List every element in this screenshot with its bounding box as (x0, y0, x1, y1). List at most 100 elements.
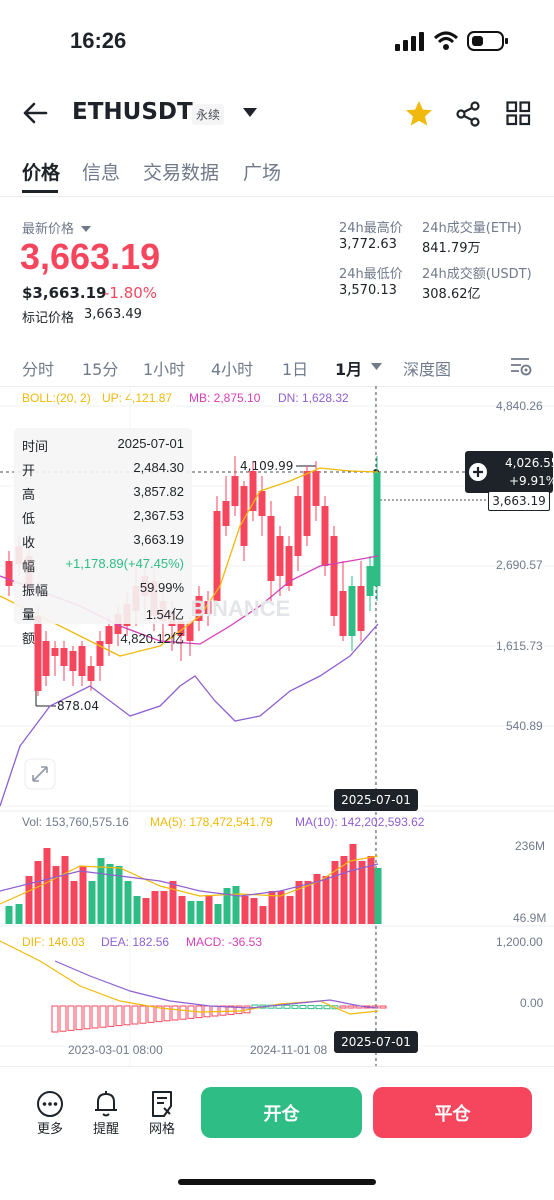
tf-15m[interactable]: 15分 (82, 360, 119, 379)
bottom-divider (0, 1066, 554, 1067)
candle-body (267, 516, 275, 581)
volume-bar (304, 881, 312, 924)
chart-settings-icon[interactable] (509, 355, 533, 377)
macd-bar (99, 1005, 107, 1028)
candle-body (222, 501, 230, 526)
nav-more-label: 更多 (36, 1122, 63, 1137)
macd-bar (235, 1005, 243, 1015)
last-price: 3,663.19 (20, 236, 161, 277)
macd-bar (299, 1004, 307, 1009)
vol-eth-label: 24h成交量(ETH) (422, 221, 522, 236)
tab-trading-data[interactable]: 交易数据 (143, 162, 220, 184)
macd-axis-zero: 0.00 (520, 996, 544, 1010)
header-bar: ETHUSDT 永续 (0, 92, 554, 136)
vol-ma5-line (0, 855, 379, 905)
bell-icon (95, 1091, 117, 1117)
candle-body (303, 471, 311, 536)
candle-body (42, 641, 50, 676)
candle-body (231, 476, 239, 506)
binance-watermark: BINANCE (190, 596, 290, 621)
tf-1m[interactable]: 1月 (335, 360, 363, 379)
volume-bar (169, 881, 177, 924)
mark-price-label: 标记价格 (22, 311, 75, 326)
volume-bar (124, 881, 132, 924)
macd-bar (347, 1005, 355, 1009)
back-arrow-icon[interactable] (22, 102, 48, 124)
vol-axis-bottom: 46.9M (513, 911, 547, 925)
macd-bar (115, 1005, 123, 1027)
crosshair-price-tag[interactable]: 4,026.55 +9.91% (465, 451, 554, 493)
symbol-dropdown-icon[interactable] (243, 108, 257, 118)
macd-bar (307, 1005, 315, 1010)
tf-more-dropdown-icon[interactable] (371, 363, 382, 371)
candle-body (249, 471, 257, 511)
candle-body (330, 536, 338, 616)
volume-bar (88, 881, 96, 924)
favorite-star-icon[interactable] (405, 100, 433, 127)
usd-price: $3,663.19 (22, 284, 107, 302)
symbol-title[interactable]: ETHUSDT (72, 99, 193, 125)
close-position-button[interactable]: 平仓 (373, 1087, 532, 1138)
candle-body (366, 566, 374, 596)
macd-dea: DEA: 182.56 (101, 935, 170, 949)
candle-body (177, 621, 185, 636)
add-order-icon[interactable] (468, 462, 488, 482)
macd-bar (283, 1004, 291, 1009)
macd-bar (315, 1005, 323, 1010)
macd-bar (339, 1005, 347, 1009)
tab-square[interactable]: 广场 (243, 162, 282, 184)
last-price-label-wrap[interactable]: 最新价格 (22, 218, 92, 237)
macd-bar (59, 1005, 67, 1032)
volume-bar (331, 861, 339, 924)
tf-1h[interactable]: 1小时 (143, 360, 186, 379)
macd-bar (171, 1005, 179, 1021)
vol-ma10-line (0, 863, 379, 897)
low-value: 3,570.13 (339, 283, 397, 298)
boll-dn: DN: 1,628.32 (278, 391, 349, 405)
candle-body (114, 614, 122, 634)
share-icon[interactable] (456, 101, 482, 127)
tf-1d[interactable]: 1日 (282, 360, 309, 379)
candle-body (348, 586, 356, 636)
macd-bar (227, 1005, 235, 1015)
wifi-icon (433, 31, 459, 50)
macd-axis-top: 1,200.00 (496, 935, 543, 949)
candle-body (5, 561, 13, 586)
volume-bar (205, 896, 213, 924)
volume-bar (25, 876, 33, 924)
x-axis-date-tag: 2025-07-01 (334, 1031, 418, 1053)
volume-bar (15, 904, 23, 924)
candle-body (240, 486, 248, 546)
tab-price[interactable]: 价格 (22, 162, 61, 184)
tab-info[interactable]: 信息 (82, 162, 121, 184)
high-label: 24h最高价 (339, 221, 403, 236)
layout-grid-icon[interactable] (506, 101, 531, 126)
high-value: 3,772.63 (339, 237, 397, 252)
low-label: 24h最低价 (339, 267, 403, 282)
mark-price: 3,663.49 (84, 307, 142, 322)
high-mark-label: 4,109.99 (240, 459, 294, 473)
crosshair-price: 4,026.55 (505, 456, 554, 470)
tf-depth[interactable]: 深度图 (403, 360, 452, 379)
macd-bar (147, 1005, 155, 1023)
candle-body (96, 641, 104, 666)
candle-body (186, 621, 194, 641)
home-indicator (178, 1179, 376, 1185)
volume-bar (70, 881, 78, 924)
boll-mb: MB: 2,875.10 (189, 391, 261, 405)
nav-alert-label: 提醒 (92, 1122, 119, 1137)
tf-line[interactable]: 分时 (22, 360, 55, 379)
tf-4h[interactable]: 4小时 (211, 360, 254, 379)
candle-body (258, 491, 266, 516)
volume-bar (187, 901, 195, 924)
volume-bar (151, 891, 159, 924)
macd-bar (123, 1005, 131, 1026)
vol-ma10: MA(10): 142,202,593.62 (295, 815, 425, 829)
volume-bar (142, 898, 150, 924)
candle-body (78, 646, 86, 676)
price-axis-bottom: 540.89 (506, 719, 543, 733)
expand-chart-icon[interactable] (24, 758, 56, 790)
candlestick-chart[interactable]: BINANCE (0, 386, 554, 1066)
open-position-button[interactable]: 开仓 (201, 1087, 362, 1138)
candle-body (276, 536, 284, 576)
